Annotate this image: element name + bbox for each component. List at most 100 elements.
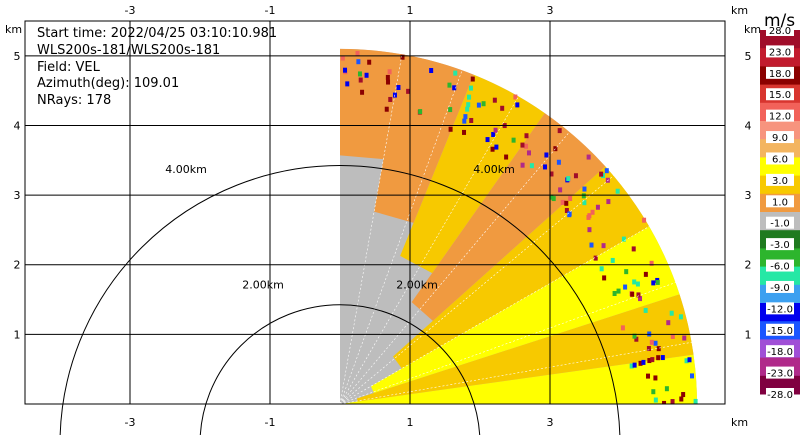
velocity-speckle [544, 152, 549, 158]
velocity-speckle [557, 128, 562, 134]
velocity-speckle [566, 176, 571, 182]
y-tick-label-right: 1 [745, 328, 752, 341]
plot-frame [24, 20, 726, 405]
colorbar-label-bg [766, 302, 794, 315]
velocity-speckle [573, 173, 578, 179]
velocity-speckle [513, 94, 518, 100]
velocity-speckle [387, 69, 392, 75]
ray-line [339, 54, 403, 404]
y-tick-label-left: 5 [14, 50, 21, 63]
velocity-speckle [582, 200, 587, 206]
y-unit-label-right: km [744, 23, 761, 36]
velocity-speckle [355, 50, 360, 56]
velocity-speckle [646, 346, 651, 352]
velocity-speckle [643, 307, 648, 313]
velocity-speckle [553, 146, 558, 152]
velocity-speckle [581, 193, 586, 199]
velocity-speckle [520, 162, 525, 168]
velocity-speckle [660, 355, 665, 361]
colorbar-label-bg [766, 173, 794, 186]
velocity-speckle [612, 290, 617, 296]
sector-band [374, 54, 474, 223]
velocity-speckle [384, 106, 389, 112]
velocity-speckle [465, 106, 470, 112]
velocity-speckle [623, 284, 628, 290]
colorbar-label-bg [766, 195, 794, 208]
velocity-speckle [599, 171, 604, 177]
colorbar-tick-label: -23.0 [767, 369, 793, 380]
velocity-speckle [453, 70, 458, 76]
colorbar-tick-label: -1.0 [770, 219, 790, 230]
velocity-speckle [634, 336, 639, 342]
velocity-speckle [601, 243, 606, 249]
colorbar-label-bg [766, 216, 794, 229]
ray-line [339, 282, 676, 404]
velocity-speckle [356, 59, 361, 65]
velocity-speckle [345, 81, 350, 87]
velocity-speckle [589, 242, 594, 248]
nrays-text: NRays: 178 [37, 93, 112, 108]
velocity-speckle [406, 88, 411, 94]
x-tick-label-top: 1 [407, 4, 414, 17]
velocity-speckle [466, 102, 471, 108]
y-tick-label-right: 5 [745, 50, 752, 63]
range-ring [199, 304, 481, 435]
azimuth-text: Azimuth(deg): 109.01 [37, 76, 180, 91]
velocity-speckle [649, 260, 654, 266]
colorbar-title: m/s [764, 11, 795, 31]
velocity-speckle [494, 144, 499, 150]
y-tick-label-left: 2 [14, 259, 21, 272]
x-tick-label-top: 3 [547, 4, 554, 17]
velocity-speckle [651, 389, 656, 395]
velocity-speckle [587, 227, 592, 233]
colorbar: 28.0 23.0 18.0 15.0 12.0 9.0 6.0 3.0 1.0 -1.0 -3.0… [760, 24, 800, 401]
ray-line [339, 131, 570, 404]
velocity-speckle [524, 133, 529, 139]
colorbar-tick-label: 3.0 [772, 176, 788, 187]
y-tick-label-right: 2 [745, 259, 752, 272]
x-unit-label-bottom: km [731, 416, 748, 429]
colorbar-tick-label: -6.0 [770, 262, 790, 273]
colorbar-label-bg [766, 109, 794, 122]
velocity-speckle [490, 146, 495, 152]
velocity-speckle [360, 89, 365, 95]
ray-line [339, 96, 519, 404]
velocity-speckle [567, 212, 572, 218]
colorbar-label-bg [766, 131, 794, 144]
x-unit-label-top: km [731, 4, 748, 17]
velocity-speckle [650, 357, 655, 363]
velocity-speckle [670, 333, 675, 339]
velocity-speckle [564, 207, 569, 213]
sector-band [356, 294, 694, 402]
velocity-speckle [452, 85, 457, 91]
colorbar-tick-label: 9.0 [772, 133, 788, 144]
colorbar-tick-label: 6.0 [772, 154, 788, 165]
velocity-speckle [636, 292, 641, 298]
velocity-speckle [448, 126, 453, 132]
velocity-speckle [587, 213, 592, 219]
grid-lines [25, 21, 725, 404]
colorbar-label-bg [766, 280, 794, 293]
x-tick-label-bottom: -3 [125, 416, 136, 429]
velocity-speckle [586, 154, 591, 160]
velocity-speckle [448, 107, 453, 113]
ray-line [339, 342, 692, 404]
colorbar-tick-label: -3.0 [770, 240, 790, 251]
velocity-speckle [556, 159, 561, 165]
velocity-speckle [481, 101, 486, 107]
velocity-speckle [687, 357, 692, 363]
ray-line [339, 175, 614, 404]
range-ring-label: 2.00km [242, 278, 284, 291]
velocity-speckle [515, 102, 520, 108]
velocity-speckle [641, 359, 646, 365]
velocity-speckle [558, 187, 563, 193]
velocity-speckle [343, 67, 348, 73]
colorbar-label-bg [766, 259, 794, 272]
velocity-speckle [491, 131, 496, 137]
velocity-speckle [526, 150, 531, 156]
colorbar-tick-label: -15.0 [767, 326, 793, 337]
velocity-speckle [670, 399, 675, 404]
x-tick-label-bottom: 1 [407, 416, 414, 429]
velocity-speckle [462, 129, 467, 135]
